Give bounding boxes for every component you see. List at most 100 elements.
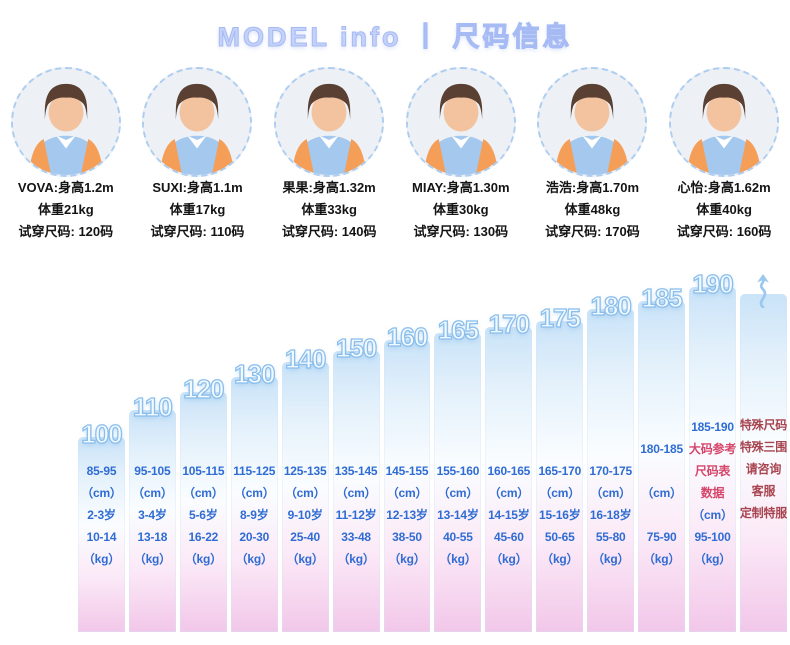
bar-text-line: 14-15岁	[488, 508, 530, 522]
bar-head: 170	[488, 303, 531, 339]
bar-text-line: （kg）	[235, 552, 273, 566]
model-name: 浩浩:	[545, 180, 577, 195]
bar-size-label: 130	[233, 358, 276, 389]
bar-fill: 165-170 （cm） 15-16岁 50-65 （kg）	[533, 321, 586, 632]
model-weight: 体重21kg	[38, 202, 94, 217]
bar-fill: 180-185 （cm） 75-90 （kg）	[635, 301, 688, 632]
bar-text-block: 125-135 （cm） 9-10岁 25-40 （kg）	[279, 460, 332, 570]
bar-text-line: （kg）	[133, 552, 171, 566]
bar-text-block: 170-175 （cm） 16-18岁 55-80 （kg）	[584, 460, 637, 570]
model-tryon-size: 试穿尺码: 170码	[545, 224, 640, 239]
bar-text-line: 16-22	[188, 530, 219, 544]
bar-fill: 170-175 （cm） 16-18岁 55-80 （kg）	[584, 309, 637, 632]
bar-size-label: 110	[132, 391, 173, 422]
bar-text-line: （kg）	[541, 552, 579, 566]
bar-text-line: （kg）	[693, 552, 732, 566]
model-photo	[537, 67, 648, 177]
model-weight: 体重48kg	[564, 202, 621, 217]
bar-text-spacer	[635, 504, 688, 526]
bar-text-line: 135-145	[334, 464, 378, 478]
size-chart-bar: 170 160-165 （cm） 14-15岁 45-60 （kg）	[482, 303, 535, 632]
model-tryon-size: 试穿尺码: 130码	[413, 224, 509, 239]
bar-text-line: 13-18	[137, 530, 168, 544]
size-chart-bar: 190 185-190 大码参考 尺码表 数据 （cm） 95-100 （kg）	[689, 263, 736, 632]
bar-size-label: 165	[437, 314, 480, 345]
bar-text-block: 165-170 （cm） 15-16岁 50-65 （kg）	[533, 460, 586, 570]
model-photo	[274, 67, 385, 177]
model-weight: 体重17kg	[169, 202, 226, 217]
bar-text-line: 12-13岁	[386, 508, 428, 522]
bar-text-line: 16-18岁	[589, 508, 632, 522]
bar-fill: 85-95 （cm） 2-3岁 10-14 （kg）	[78, 437, 125, 632]
model-name: 果果:	[282, 180, 313, 195]
bar-size-label: 180	[590, 290, 633, 321]
size-chart-bar: 130 115-125 （cm） 8-9岁 20-30 （kg）	[228, 353, 281, 632]
model-height: 身高1.30m	[446, 180, 510, 195]
bar-text-block: 115-125 （cm） 8-9岁 20-30 （kg）	[228, 460, 281, 570]
bar-text-line: 8-9岁	[239, 508, 269, 522]
model-height: 身高1.62m	[707, 180, 771, 195]
bar-text-line: 95-105	[134, 464, 171, 478]
bar-text-line: 5-6岁	[189, 508, 218, 522]
bar-size-label: 190	[692, 268, 735, 299]
model-height: 身高1.2m	[58, 180, 114, 195]
model-height: 身高1.70m	[576, 180, 640, 195]
bar-head: 150	[335, 327, 378, 363]
bar-text-block: 160-165 （cm） 14-15岁 45-60 （kg）	[482, 460, 535, 570]
bar-text-line: 55-80	[595, 530, 626, 544]
bar-text-line: 75-90	[646, 530, 677, 544]
bar-text-line: 特殊尺码	[739, 418, 788, 432]
model-avatar-illustration	[407, 71, 514, 175]
size-chart-bar: 185 180-185 （cm） 75-90 （kg）	[635, 277, 688, 632]
bar-text-line: 38-50	[392, 530, 422, 544]
bar-text-line: 105-115	[182, 464, 225, 478]
model-tryon-size: 试穿尺码: 140码	[281, 224, 377, 239]
bar-text-line: 160-165	[487, 464, 531, 478]
page-title: MODEL info 丨 尺码信息	[217, 22, 573, 53]
bar-text-line: （cm）	[233, 486, 275, 500]
bar-fill: 160-165 （cm） 14-15岁 45-60 （kg）	[482, 327, 535, 632]
bar-text-spacer	[635, 460, 688, 482]
bar-size-label: 120	[182, 373, 225, 404]
bar-text-line: 170-175	[589, 464, 632, 478]
bar-fill: 145-155 （cm） 12-13岁 38-50 （kg）	[383, 340, 431, 632]
model-info-line1: 心怡:身高1.62m	[678, 177, 771, 199]
bar-text-line: （cm）	[590, 486, 631, 500]
size-chart-bar: 特殊尺码 特殊三围 请咨询 客服 定制特服	[740, 270, 787, 632]
bar-head: 130	[233, 353, 276, 389]
size-chart-bar: 165 155-160 （cm） 13-14岁 40-55 （kg）	[434, 309, 482, 632]
model-tryon-size: 试穿尺码: 160码	[676, 224, 772, 239]
bar-text-line: （cm）	[386, 486, 428, 500]
bar-text-line: 9-10岁	[287, 508, 323, 522]
model-info-line1: 浩浩:身高1.70m	[546, 177, 639, 199]
size-chart-bar: 160 145-155 （cm） 12-13岁 38-50 （kg）	[383, 316, 431, 632]
bar-text-line: 请咨询	[745, 462, 782, 476]
bar-text-block: 105-115 （cm） 5-6岁 16-22 （kg）	[177, 460, 230, 570]
model-avatar-illustration	[144, 71, 251, 175]
model-tryon-size: 试穿尺码: 110码	[150, 224, 245, 239]
bar-text-line: （cm）	[539, 486, 581, 500]
bar-text-line: （kg）	[439, 552, 477, 566]
bar-head: 160	[386, 316, 429, 352]
bar-text-line: 85-95	[86, 464, 117, 478]
model-photo	[142, 67, 253, 177]
bar-text-line: 45-60	[493, 530, 524, 544]
bar-text-line: （kg）	[592, 552, 630, 566]
model-avatar-illustration	[539, 71, 646, 175]
model-info-line1: SUXI:身高1.1m	[152, 177, 242, 199]
bar-fill: 155-160 （cm） 13-14岁 40-55 （kg）	[434, 333, 482, 632]
bar-text-line: 20-30	[239, 530, 270, 544]
bar-text-line: （cm）	[132, 486, 173, 500]
model-photo	[405, 67, 516, 177]
size-chart-bar: 110 95-105 （cm） 3-4岁 13-18 （kg）	[128, 386, 176, 632]
bar-text-line: 11-12岁	[335, 508, 377, 522]
bar-text-block: 185-190 大码参考 尺码表 数据 （cm） 95-100 （kg）	[686, 416, 739, 570]
bar-head: 140	[284, 338, 327, 374]
bar-head: 100	[81, 413, 124, 449]
bar-fill: 115-125 （cm） 8-9岁 20-30 （kg）	[228, 377, 281, 632]
model-weight: 体重30kg	[432, 202, 489, 217]
bar-text-line: （cm）	[284, 486, 326, 500]
bar-text-line: 10-14	[86, 530, 117, 544]
models-row: VOVA:身高1.2m 体重21kg 试穿尺码: 120码 SUXI:身高1.1…	[0, 67, 790, 243]
bar-text-line: （kg）	[184, 552, 222, 566]
